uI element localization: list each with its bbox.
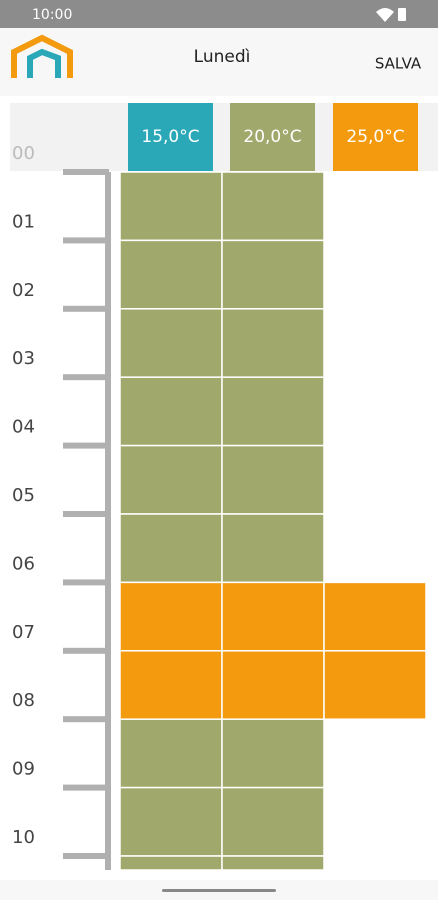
schedule-cell[interactable] — [221, 855, 325, 871]
schedule-cell[interactable] — [119, 650, 223, 720]
hour-tick — [63, 237, 109, 244]
wifi-icon — [376, 8, 394, 22]
hour-tick — [63, 853, 109, 859]
schedule-cell[interactable] — [119, 718, 223, 789]
setpoint-label[interactable]: 15,0°C — [141, 127, 199, 147]
logo — [11, 34, 73, 78]
app-title: Lunedì — [194, 47, 251, 67]
setpoint-label[interactable]: 25,0°C — [346, 127, 404, 147]
schedule-cell[interactable] — [119, 308, 223, 378]
hour-label: 02 — [12, 280, 35, 301]
setpoint-button[interactable] — [333, 103, 418, 171]
schedule-cell[interactable] — [221, 444, 325, 515]
hour-label: 03 — [12, 348, 35, 369]
hour-tick — [63, 442, 109, 449]
schedule-cell[interactable] — [221, 171, 325, 242]
setpoint-label[interactable]: 20,0°C — [243, 127, 301, 147]
setpoint-button[interactable] — [128, 103, 213, 171]
schedule-cell[interactable] — [119, 513, 223, 584]
hour-tick — [63, 716, 109, 723]
hour-tick — [63, 647, 109, 654]
schedule-cell[interactable] — [119, 786, 223, 857]
hour-tick — [63, 374, 109, 381]
schedule-cell[interactable] — [119, 239, 223, 310]
schedule-cell[interactable] — [323, 650, 427, 720]
hour-tick — [63, 169, 109, 175]
schedule-cell[interactable] — [119, 581, 223, 652]
schedule-cell[interactable] — [221, 718, 325, 789]
hour-label: 07 — [12, 622, 35, 643]
schedule-cell[interactable] — [119, 171, 223, 242]
schedule-cell[interactable] — [221, 581, 325, 652]
hour-label: 00 — [12, 143, 35, 164]
status-time: 10:00 — [32, 7, 72, 23]
schedule-cell[interactable] — [221, 376, 325, 447]
hour-tick — [63, 305, 109, 312]
hour-label: 06 — [12, 553, 35, 574]
schedule-cell[interactable] — [323, 581, 427, 652]
hour-label: 09 — [12, 759, 35, 780]
time-axis — [105, 172, 111, 870]
hour-label: 05 — [12, 485, 35, 506]
hour-tick — [63, 579, 109, 586]
status-bar — [0, 0, 438, 28]
schedule-cell[interactable] — [119, 855, 223, 871]
schedule-cell[interactable] — [119, 376, 223, 447]
hour-label: 04 — [12, 417, 35, 438]
hour-tick — [63, 511, 109, 517]
schedule-cell[interactable] — [221, 513, 325, 584]
hour-label: 10 — [12, 827, 35, 848]
schedule-cell[interactable] — [119, 444, 223, 515]
setpoint-button[interactable] — [230, 103, 315, 171]
schedule-cell[interactable] — [221, 308, 325, 378]
hour-tick — [63, 784, 109, 791]
schedule-cell[interactable] — [221, 650, 325, 720]
schedule-cell[interactable] — [221, 239, 325, 310]
battery-icon — [398, 8, 406, 21]
hour-label: 01 — [12, 211, 35, 232]
schedule-cell[interactable] — [221, 786, 325, 857]
nav-handle — [162, 889, 276, 892]
hour-label: 08 — [12, 690, 35, 711]
save-button[interactable]: SALVA — [375, 55, 422, 73]
